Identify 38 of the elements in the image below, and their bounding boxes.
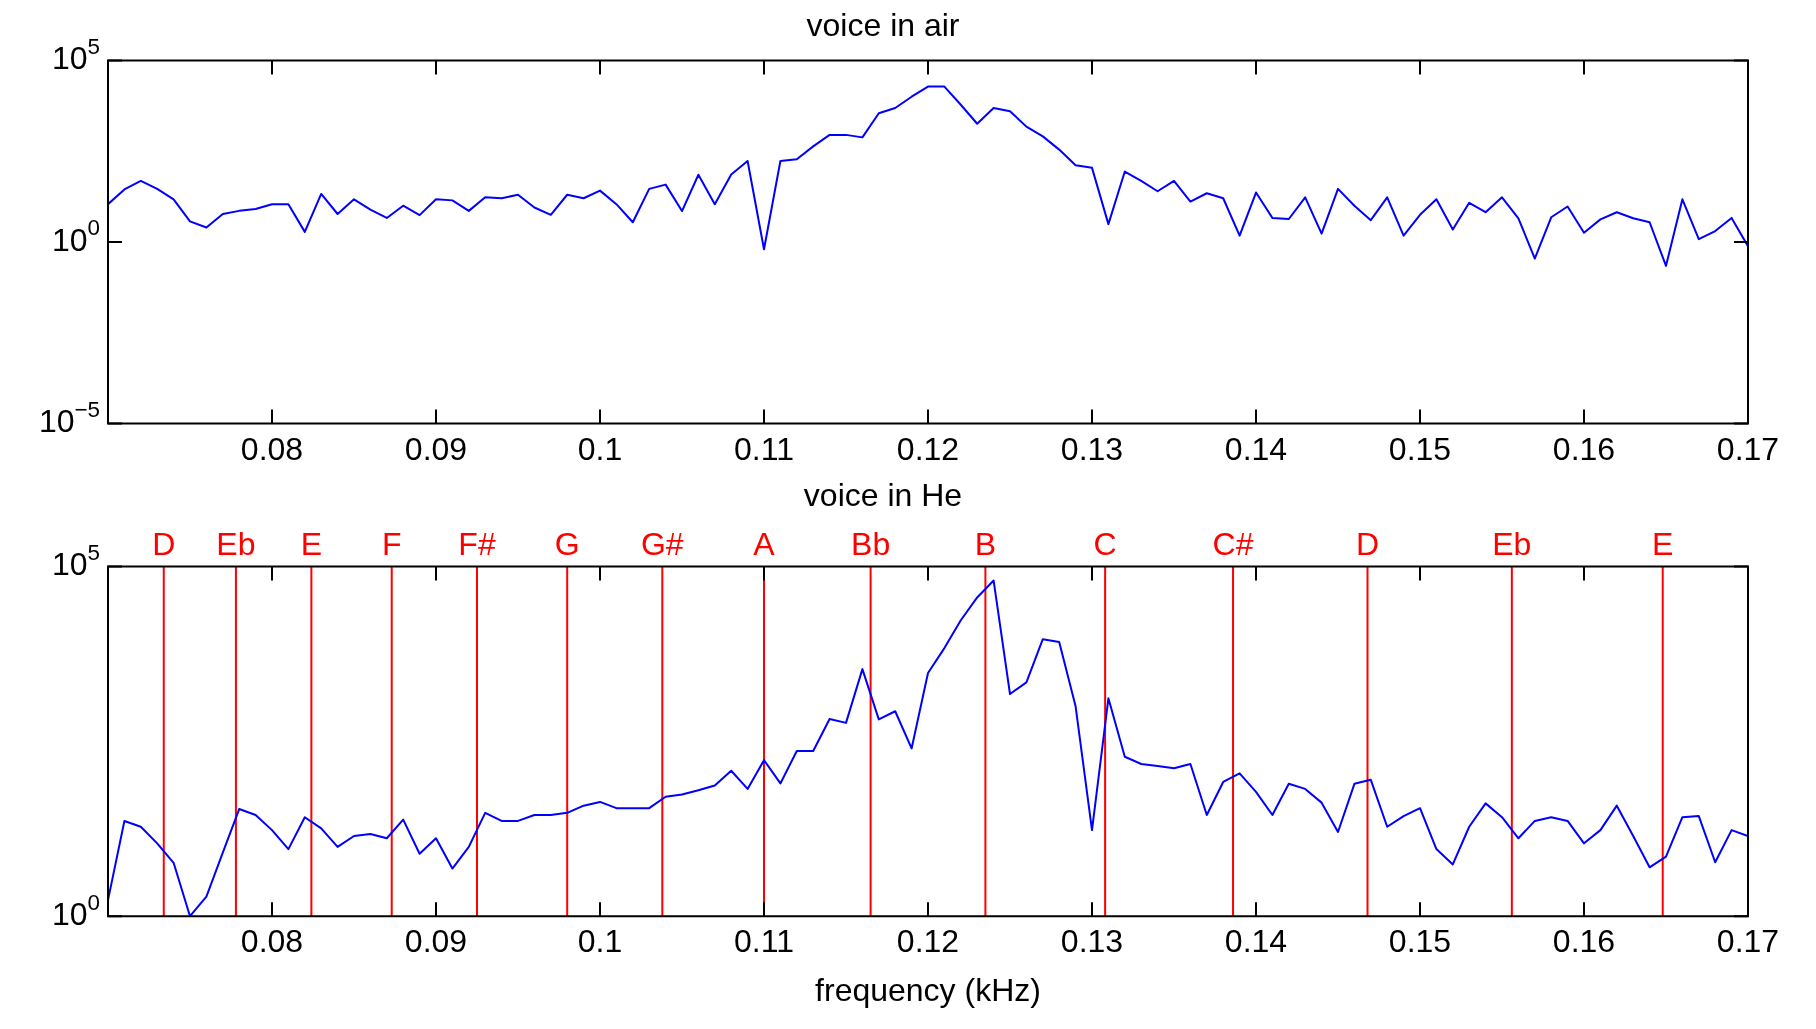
ref-line-label: A [753,526,776,563]
x-tick-label: 0.17 [1716,923,1780,960]
x-tick-label: 0.09 [404,923,468,960]
x-tick-label: 0.1 [577,923,623,960]
x-tick-label: 0.11 [734,923,794,960]
x-tick-label: 0.16 [1552,430,1616,467]
ref-line-label: G [554,526,580,563]
ref-line-label: G# [640,526,684,563]
x-tick-label: 0.13 [1060,923,1124,960]
ref-line-label: F# [458,526,496,563]
x-tick-label: 0.12 [896,923,960,960]
x-tick-label: 0.15 [1388,430,1452,467]
ref-line-label: B [974,526,997,563]
x-tick-label: 0.16 [1552,923,1616,960]
chart-title: voice in air [806,7,960,44]
x-tick-label: 0.08 [240,430,304,467]
ref-line-label: Eb [1492,526,1532,563]
ref-line-label: Bb [851,526,891,563]
x-tick-label: 0.08 [240,923,304,960]
x-axis-title: frequency (kHz) [815,971,1041,1008]
x-tick-label: 0.13 [1060,430,1124,467]
ref-line-label: D [152,526,176,563]
x-tick-label: 0.1 [577,430,623,467]
x-tick-label: 0.09 [404,430,468,467]
x-tick-label: 0.14 [1224,430,1288,467]
x-tick-label: 0.17 [1716,430,1780,467]
x-tick-label: 0.11 [734,430,794,467]
ref-line-label: Eb [216,526,256,563]
x-tick-label: 0.12 [896,430,960,467]
ref-line-label: C# [1212,526,1254,563]
ref-line-label: E [300,526,323,563]
ref-line-label: E [1652,526,1674,563]
x-tick-label: 0.14 [1224,923,1288,960]
ref-line-label: D [1355,526,1380,563]
x-tick-label: 0.15 [1388,923,1452,960]
ref-line-label: F [381,526,402,563]
chart-title: voice in He [803,477,963,514]
ref-line-label: C [1093,526,1117,563]
